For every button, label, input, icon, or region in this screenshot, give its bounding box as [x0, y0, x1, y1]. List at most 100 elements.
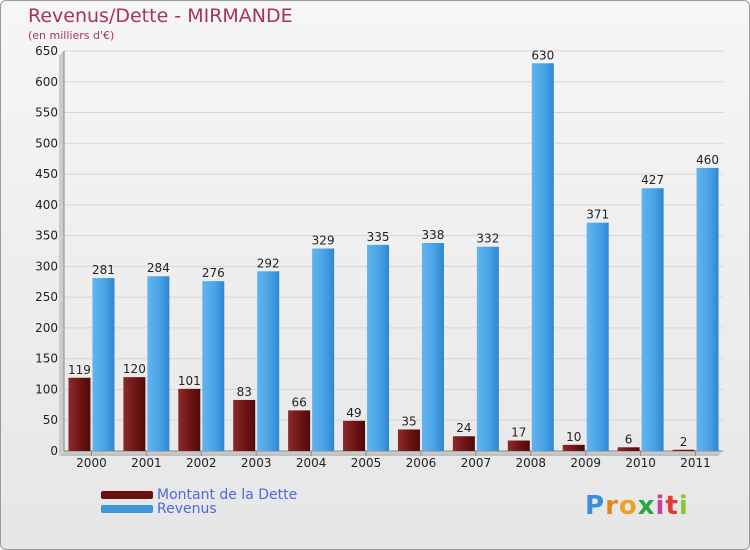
data-label-dette: 35	[401, 414, 416, 428]
bar-revenus	[257, 271, 280, 451]
data-label-dette: 17	[511, 426, 526, 440]
chart-title: Revenus/Dette - MIRMANDE	[28, 5, 293, 27]
data-label-dette: 24	[456, 421, 471, 435]
bar-revenus	[147, 276, 170, 451]
data-label-revenus: 371	[586, 208, 609, 222]
proxiti-logo: Proxiti	[585, 491, 689, 521]
data-label-dette: 119	[68, 363, 91, 377]
grid-line-wall	[58, 142, 65, 149]
data-label-revenus: 332	[476, 232, 499, 246]
grid-line-wall	[58, 419, 65, 426]
data-label-revenus: 335	[367, 230, 390, 244]
x-tick-label: 2000	[76, 456, 107, 470]
grid-line-wall	[58, 50, 65, 57]
bar-revenus	[312, 248, 335, 451]
x-tick-label: 2005	[351, 456, 382, 470]
bar-revenus	[531, 63, 554, 452]
legend-label-dette: Montant de la Dette	[157, 487, 298, 503]
bar-revenus	[367, 244, 390, 451]
data-label-dette: 83	[237, 385, 252, 399]
grid-line-wall	[58, 112, 65, 118]
bar-revenus	[476, 246, 499, 451]
data-label-dette: 101	[178, 374, 201, 388]
data-label-revenus: 329	[312, 234, 335, 248]
data-label-dette: 66	[291, 395, 306, 409]
data-label-dette: 10	[566, 430, 581, 444]
bar-revenus	[92, 278, 115, 451]
y-tick-label: 50	[43, 413, 58, 427]
data-label-revenus: 427	[641, 173, 664, 187]
x-tick-label: 2007	[461, 456, 492, 470]
x-tick-label: 2010	[625, 456, 656, 470]
bar-dette	[343, 420, 366, 451]
y-tick-label: 200	[35, 321, 58, 335]
grid-line-wall	[58, 389, 65, 395]
y-tick-label: 600	[35, 75, 58, 89]
data-label-dette: 6	[625, 432, 633, 446]
bar-revenus	[641, 188, 664, 451]
bar-revenus	[421, 243, 444, 451]
bar-dette	[507, 440, 530, 451]
y-tick-label: 550	[35, 106, 58, 120]
x-tick-label: 2008	[516, 456, 547, 470]
x-tick-label: 2003	[241, 456, 272, 470]
x-tick-label: 2011	[680, 456, 711, 470]
data-label-revenus: 630	[531, 48, 554, 62]
data-label-dette: 49	[346, 406, 361, 420]
legend-item-dette: Montant de la Dette	[101, 487, 298, 503]
data-label-revenus: 284	[147, 261, 170, 275]
y-tick-label: 400	[35, 198, 58, 212]
x-tick-label: 2006	[406, 456, 437, 470]
bar-dette	[233, 399, 256, 451]
bar-dette	[672, 449, 695, 451]
bar-dette	[617, 447, 640, 451]
grid-line-wall	[58, 266, 65, 272]
y-tick-label: 250	[35, 290, 58, 304]
y-tick-label: 650	[35, 44, 58, 58]
y-tick-label: 500	[35, 136, 58, 150]
bar-dette	[562, 444, 585, 451]
grid-line-wall	[58, 173, 65, 180]
bar-dette	[68, 377, 91, 451]
bar-revenus	[202, 281, 225, 451]
data-label-revenus: 276	[202, 266, 225, 280]
y-tick-label: 100	[35, 382, 58, 396]
grid-line-wall	[58, 327, 65, 334]
legend-label-revenus: Revenus	[157, 501, 217, 517]
y-tick-label: 350	[35, 229, 58, 243]
data-label-revenus: 281	[92, 263, 115, 277]
data-label-dette: 120	[123, 362, 146, 376]
grid-line-wall	[58, 450, 65, 457]
grid-line-wall	[58, 296, 65, 303]
bar-revenus	[586, 222, 609, 451]
grid-line-wall	[58, 235, 65, 241]
y-tick-label: 450	[35, 167, 58, 181]
grid-line-wall	[58, 204, 65, 211]
x-tick-label: 2009	[570, 456, 601, 470]
y-tick-label: 0	[50, 444, 58, 458]
legend-item-revenus: Revenus	[101, 501, 217, 517]
bar-dette	[452, 436, 475, 451]
bar-dette	[123, 377, 146, 451]
bar-dette	[288, 410, 311, 451]
legend-swatch-dette	[101, 491, 153, 499]
data-label-revenus: 338	[422, 228, 445, 242]
data-label-revenus: 460	[696, 153, 719, 167]
left-wall	[59, 51, 64, 456]
bar-revenus	[696, 167, 719, 451]
grid-line-wall	[58, 81, 65, 88]
x-tick-label: 2004	[296, 456, 327, 470]
x-tick-label: 2001	[131, 456, 162, 470]
chart-subtitle: (en milliers d'€)	[28, 29, 115, 42]
y-tick-label: 150	[35, 352, 58, 366]
x-tick-label: 2002	[186, 456, 217, 470]
data-label-dette: 2	[680, 435, 688, 449]
y-tick-label: 300	[35, 259, 58, 273]
bar-dette	[178, 388, 201, 451]
bar-dette	[397, 429, 420, 451]
floor	[59, 451, 723, 456]
data-label-revenus: 292	[257, 256, 280, 270]
legend-swatch-revenus	[101, 505, 153, 513]
